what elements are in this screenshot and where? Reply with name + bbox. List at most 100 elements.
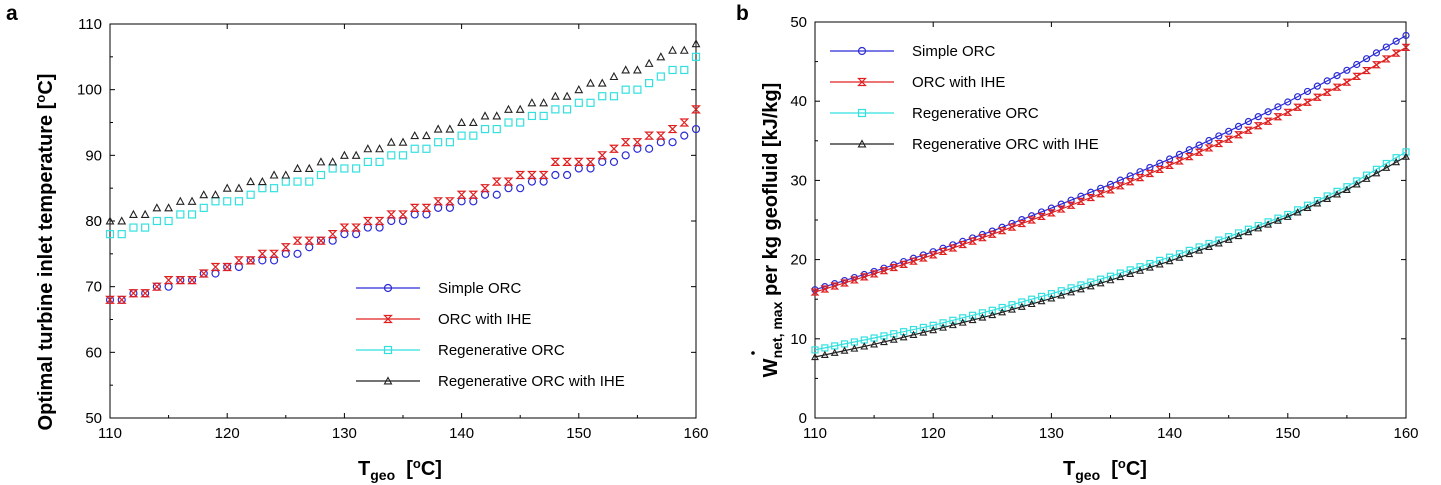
chart-b-series-1-point (1273, 113, 1283, 121)
chart-a-series-1-point (269, 249, 280, 258)
chart-b-series-1-point (810, 288, 820, 296)
chart-b-series-2-point (1382, 159, 1390, 168)
chart-a-legend-marker (383, 345, 393, 355)
chart-a-legend-label: Regenerative ORC with IHE (438, 373, 625, 390)
chart-b-series-1-point (1352, 72, 1362, 80)
chart-b-series-3-point (830, 348, 839, 356)
chart-a-series-3-point (293, 163, 302, 172)
chart-b-series-1-point (1234, 131, 1243, 139)
chart-b-series-2-point (1402, 148, 1410, 156)
chart-a-series-2-point (445, 138, 454, 147)
chart-a-series-1-point (503, 177, 514, 186)
chart-b-series-1-point (1027, 216, 1037, 224)
chart-a-series-1 (105, 105, 701, 304)
chart-b-series-3 (811, 152, 1410, 361)
chart-b-series-2 (811, 148, 1410, 354)
chart-a-series-2-point (609, 92, 619, 101)
chart-a-series-2-point (211, 197, 220, 206)
chart-b-series-3-point (1333, 190, 1341, 198)
chart-a-series-2-point (352, 164, 361, 173)
chart-b-series-3-point (1008, 305, 1016, 313)
chart-b-series-3-point (909, 330, 918, 338)
chart-a-series-3-point (117, 216, 127, 225)
chart-a-series-1-point (362, 216, 373, 226)
chart-a-series-2-point (633, 85, 642, 94)
chart-b-series-2-point (998, 303, 1006, 312)
chart-b-series-1-point (997, 227, 1007, 235)
chart-a-series-1-point (562, 157, 573, 166)
chart-b-series-1-point (938, 247, 948, 256)
chart-b-series-1-point (1155, 165, 1165, 174)
chart-b-series-0-point (1402, 31, 1410, 40)
chart-a-series-2-point (281, 177, 290, 186)
chart-a-series-1-point (573, 157, 584, 166)
chart-b-series-3-point (899, 333, 908, 341)
chart-b-series-3-point (1264, 220, 1273, 228)
chart-b-series-2-point (968, 311, 977, 319)
chart-b-ylabel-overdot (751, 351, 755, 355)
chart-a-legend-label: Regenerative ORC (438, 342, 565, 359)
chart-b-series-3-point (1136, 266, 1144, 274)
chart-a-series-2-point (551, 105, 560, 114)
chart-b-series-2-point (939, 319, 947, 327)
chart-a-series-1-point (140, 289, 151, 298)
chart-b-series-3-point (998, 308, 1007, 316)
chart-b-series-0-point (1057, 200, 1065, 208)
chart-b-series-1-point (1115, 182, 1125, 190)
chart-a-series-3-point (668, 45, 677, 54)
chart-a-series-0-point (258, 256, 267, 265)
chart-a-series-3-point (632, 65, 642, 74)
chart-b-series-1-point (840, 279, 849, 287)
chart-a-series-0-point (668, 138, 677, 147)
chart-b-series-0-point (1323, 77, 1331, 85)
chart-a-series-2-point (258, 184, 267, 193)
chart-b-series-2-point (1087, 278, 1095, 286)
chart-b-ylabel: Wnet, max per kg geofluid [kJ/kg] (751, 83, 785, 377)
chart-a-series-1-point (245, 256, 256, 265)
chart-b-series-3-point (1175, 253, 1184, 261)
chart-a-series-3-point (316, 157, 326, 166)
chart-a-series-0-point (305, 243, 314, 252)
chart-a-series-2-point (469, 131, 478, 140)
chart-b-series-3-point (1205, 242, 1213, 251)
chart-b-series-3-point (1402, 152, 1410, 160)
chart-b-series-1-line (814, 46, 1407, 293)
chart-b-series-2-point (1037, 292, 1046, 301)
chart-a-series-2-point (269, 184, 279, 193)
chart-a-series-0-point (445, 203, 454, 212)
chart-a-legend-marker (383, 376, 393, 385)
chart-a-series-2-point (691, 52, 701, 61)
chart-b-legend-marker (857, 108, 867, 118)
chart-a-series-1-point (280, 243, 291, 252)
chart-a-series-0-point (387, 216, 396, 226)
chart-a-series-3-point (304, 163, 314, 172)
chart-a-series-1-point (491, 177, 502, 186)
chart-a-xtick-label: 150 (566, 425, 591, 442)
chart-b-xtick-label: 110 (803, 425, 827, 442)
chart-a-series-0-point (375, 223, 384, 232)
chart-a-xlabel: Tgeo [oC] (358, 456, 442, 483)
chart-a-series-1-point (691, 105, 701, 114)
chart-b-series-1 (810, 43, 1411, 296)
chart-b-series-2-point (959, 314, 967, 322)
chart-a-legend-label: ORC with IHE (438, 311, 531, 328)
chart-a-series-1-point (163, 276, 174, 285)
chart-b-series-1-point (889, 263, 899, 272)
chart-b-series-1-point (1056, 205, 1066, 213)
chart-a-series-2-point (375, 157, 384, 166)
chart-b-series-1-point (1391, 49, 1401, 57)
chart-a-series-2-point (152, 216, 161, 226)
chart-a-series-3-point (457, 117, 467, 127)
chart-a-series-1-point (609, 144, 619, 153)
chart-a-series-0-point (352, 230, 361, 239)
chart-a-series-3-point (164, 203, 174, 212)
chart-a-series-3-point (386, 137, 396, 146)
chart-b-series-2-point (1028, 295, 1036, 303)
panel-label-b: b (736, 2, 749, 25)
chart-a-series-0-point (598, 157, 607, 166)
chart-b-series-1-point (1243, 126, 1253, 134)
chart-a-series-2-point (164, 216, 173, 226)
chart-a-series-2 (105, 52, 701, 239)
chart-a-series-0-point (609, 157, 619, 166)
chart-a-series-2-point (398, 151, 408, 160)
